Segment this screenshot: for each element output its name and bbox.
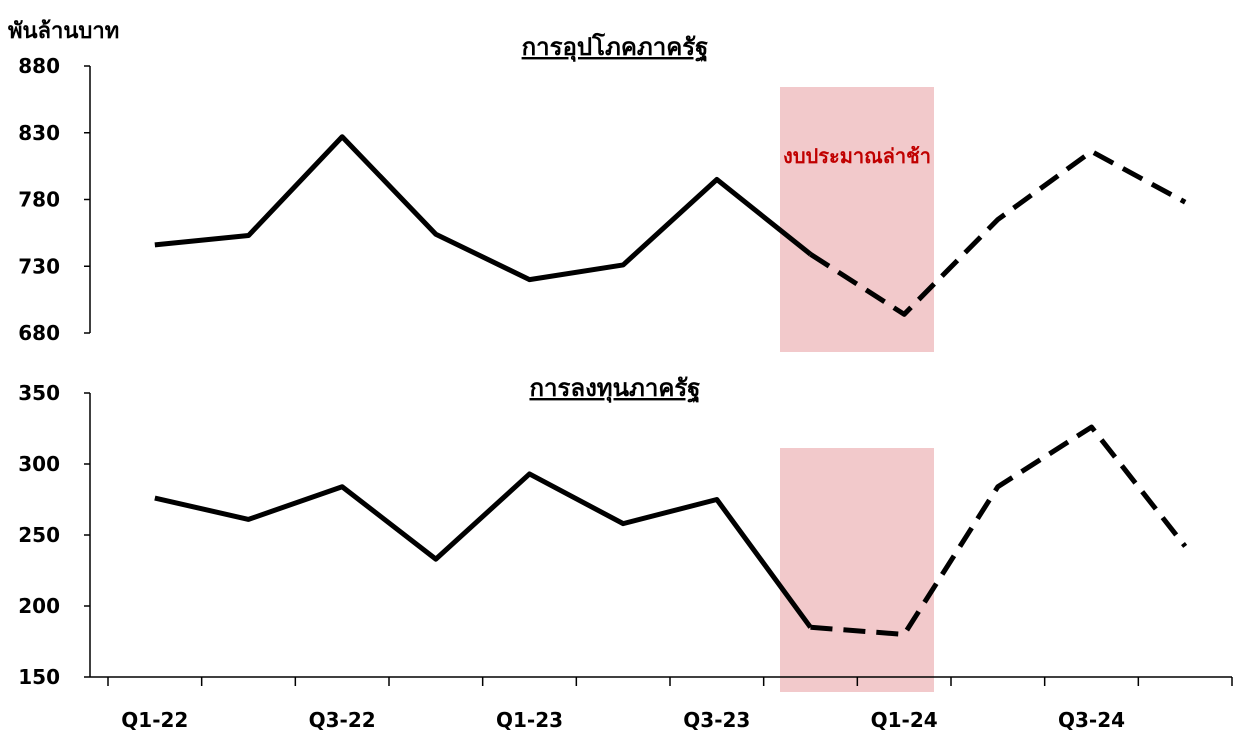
y-tick-label: 250 bbox=[18, 523, 60, 547]
y-tick-label: 300 bbox=[18, 452, 60, 476]
actual-series-line bbox=[154, 471, 813, 629]
delayed-budget-shade bbox=[780, 87, 934, 352]
forecast-series-line bbox=[810, 424, 1188, 637]
x-tick-label: Q1-22 bbox=[121, 708, 188, 732]
investment-panel: 150 200 250 300 350 การลงทุนภาครัฐ Q1-22 Q3-22 Q… bbox=[18, 374, 1233, 732]
unit-label: พันล้านบาท bbox=[8, 19, 119, 44]
x-tick-label: Q1-24 bbox=[871, 708, 938, 732]
consumption-panel: 680 730 780 830 880 การอุปโภคภาครัฐงบประมาณล่… bbox=[18, 32, 1187, 352]
x-tick-label: Q1-23 bbox=[496, 708, 563, 732]
delayed-budget-shade bbox=[780, 448, 934, 692]
forecast-series-line bbox=[809, 148, 1187, 317]
y-tick-label: 830 bbox=[18, 121, 60, 145]
y-tick-label: 880 bbox=[18, 54, 60, 78]
y-tick-label: 350 bbox=[18, 381, 60, 405]
chart-title: การอุปโภคภาครัฐ bbox=[522, 32, 709, 63]
y-tick-label: 780 bbox=[18, 188, 60, 212]
chart-title: การลงทุนภาครัฐ bbox=[529, 374, 700, 404]
shade-label: งบประมาณล่าช้า bbox=[783, 144, 931, 168]
y-tick-label: 680 bbox=[18, 321, 60, 345]
x-tick-label: Q3-23 bbox=[683, 708, 750, 732]
y-tick-label: 730 bbox=[18, 254, 60, 278]
x-tick-label: Q3-22 bbox=[309, 708, 376, 732]
actual-series-line bbox=[154, 134, 813, 283]
y-tick-label: 200 bbox=[18, 594, 60, 618]
y-tick-label: 150 bbox=[18, 665, 60, 689]
x-tick-label: Q3-24 bbox=[1058, 708, 1125, 732]
